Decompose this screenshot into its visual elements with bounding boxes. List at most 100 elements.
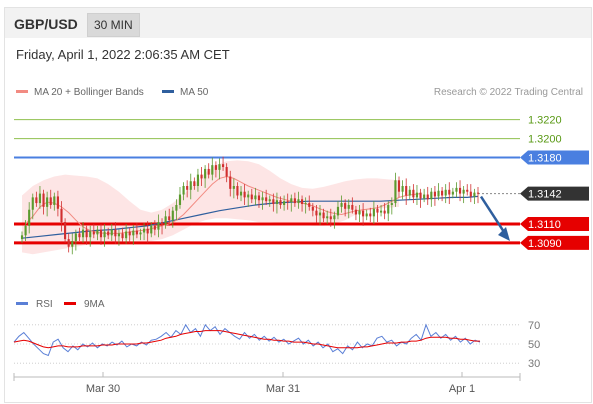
- candle: [290, 194, 293, 212]
- candle-body: [397, 180, 401, 192]
- candle-body: [308, 203, 311, 207]
- candle: [178, 186, 182, 209]
- ma20-line: [25, 175, 421, 234]
- candle-body: [329, 216, 332, 220]
- candle-body: [168, 216, 171, 221]
- level-label: 1.3110: [528, 219, 561, 231]
- rsi-legend-label: 9MA: [84, 299, 105, 310]
- candle-body: [204, 168, 207, 179]
- candle-body: [293, 198, 296, 204]
- candle: [128, 227, 131, 243]
- candle: [204, 165, 207, 188]
- candle-body: [182, 186, 185, 195]
- candle-body: [372, 208, 375, 217]
- candle-body: [193, 181, 196, 186]
- candle: [275, 192, 278, 214]
- candle-body: [448, 189, 451, 195]
- candle: [218, 158, 221, 180]
- timeframe-badge[interactable]: 30 MIN: [87, 13, 140, 37]
- candle: [257, 191, 261, 208]
- candle-body: [423, 194, 426, 199]
- candle-body: [196, 174, 200, 186]
- candle-body: [211, 165, 214, 175]
- candle: [229, 170, 232, 197]
- candle-body: [265, 197, 268, 202]
- candle-body: [322, 212, 325, 219]
- candle-body: [358, 210, 361, 215]
- candle: [150, 222, 153, 238]
- candle: [189, 173, 192, 200]
- candle: [466, 184, 469, 196]
- candle-body: [466, 189, 469, 192]
- candle-body: [178, 194, 182, 205]
- candle: [236, 182, 239, 200]
- legend-label: MA 50: [180, 87, 209, 98]
- candle-body: [229, 176, 232, 189]
- candle-body: [35, 197, 38, 204]
- candle: [304, 197, 307, 214]
- candle-body: [272, 199, 275, 205]
- candle: [347, 199, 350, 219]
- candle: [458, 180, 462, 202]
- candle-body: [419, 192, 422, 199]
- rsi-ma9-line: [13, 330, 480, 349]
- candle: [53, 192, 56, 211]
- candle: [139, 228, 142, 241]
- candle: [81, 222, 85, 243]
- candle-body: [247, 194, 250, 198]
- candle-body: [31, 197, 34, 210]
- candle: [300, 195, 304, 212]
- candle: [430, 187, 433, 207]
- candle: [171, 206, 174, 228]
- candle-body: [333, 215, 336, 220]
- candle: [261, 191, 264, 210]
- candle-body: [426, 194, 429, 200]
- candle: [250, 188, 253, 204]
- candle: [60, 201, 63, 232]
- candle: [329, 208, 332, 227]
- candle-body: [458, 187, 462, 194]
- candle-body: [85, 229, 88, 238]
- level-label: 1.3220: [528, 115, 562, 127]
- level-tag: [520, 150, 589, 165]
- candle: [365, 209, 368, 221]
- candle-body: [121, 233, 124, 239]
- x-tick-label: Mar 31: [266, 383, 300, 395]
- candle: [426, 186, 429, 205]
- candle-body: [311, 206, 314, 211]
- candle-body: [394, 180, 397, 204]
- candle-body: [128, 231, 131, 236]
- candle: [64, 218, 67, 243]
- candle-body: [132, 230, 135, 236]
- level-tag: [520, 216, 589, 231]
- candle-body: [469, 191, 472, 197]
- level-tag: [520, 235, 589, 250]
- candle: [225, 163, 228, 183]
- candle: [247, 190, 250, 207]
- candle-body: [462, 189, 465, 194]
- candle-body: [250, 194, 253, 200]
- candle-body: [46, 197, 49, 207]
- forecast-arrow-shaft: [479, 195, 508, 236]
- candle: [28, 202, 31, 234]
- candle: [462, 186, 465, 204]
- candle: [265, 189, 268, 205]
- candle: [239, 186, 243, 202]
- candle-body: [283, 201, 286, 205]
- rsi-legend-swatch: [16, 302, 28, 305]
- candle-body: [383, 210, 386, 214]
- candle: [125, 223, 128, 244]
- candle-body: [344, 203, 347, 209]
- legend-label: MA 20 + Bollinger Bands: [34, 87, 144, 98]
- candle-body: [99, 229, 103, 238]
- level-label: 1.3200: [528, 134, 562, 146]
- candle: [322, 208, 325, 223]
- candle: [318, 204, 322, 225]
- candle: [362, 203, 365, 226]
- candle-body: [20, 235, 24, 240]
- candle-body: [74, 233, 77, 242]
- candle: [354, 205, 357, 221]
- candle: [24, 220, 27, 242]
- widget-header: GBP/USD 30 MIN: [5, 8, 591, 38]
